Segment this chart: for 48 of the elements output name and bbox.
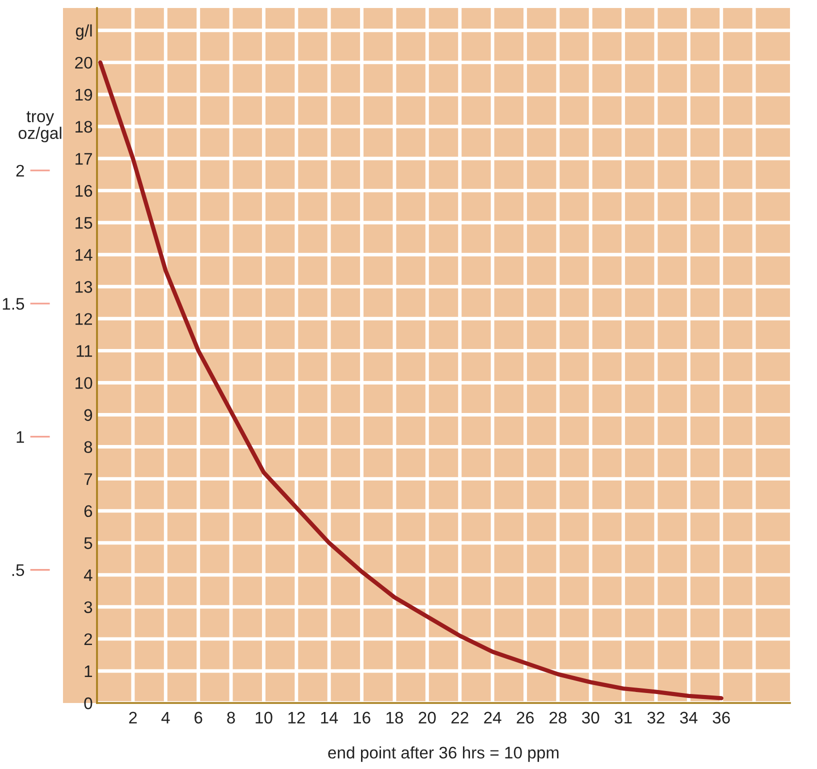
y-tick-label: 16 (76, 184, 92, 197)
x-tick-label: 16 (354, 712, 370, 724)
y-tick-label: 6 (84, 505, 92, 518)
x-tick-label: 10 (256, 712, 272, 724)
y-tick-label: 8 (84, 441, 92, 453)
y2-axis-title: troy oz/gal (18, 111, 62, 142)
y-tick-label: g/l (76, 24, 92, 40)
y-tick-label: 2 (84, 633, 92, 645)
y2-tick-label: .5 (12, 564, 24, 576)
y-tick-label: 13 (76, 281, 92, 293)
x-tick-label: 31 (614, 712, 632, 724)
x-tick-label: 12 (288, 712, 305, 724)
x-tick-label: 26 (516, 712, 534, 724)
y-tick-label: 11 (76, 345, 92, 357)
x-tick-label: 34 (680, 712, 698, 724)
y-tick-label: 10 (76, 377, 92, 389)
y-tick-label: 4 (84, 569, 92, 581)
y2-tick-label: 1 (16, 431, 24, 443)
x-tick-label: 28 (549, 712, 566, 724)
y-tick-label: 14 (76, 249, 92, 261)
y2-tick-label: 2 (16, 164, 24, 176)
y-tick-label: 19 (76, 88, 92, 101)
x-tick-label: 8 (227, 712, 235, 724)
y-tick-label: 15 (76, 217, 92, 229)
y-tick-label: 5 (84, 537, 92, 550)
x-tick-label: 30 (582, 712, 600, 724)
y-tick-label: 12 (76, 313, 92, 325)
y-tick-label: 1 (84, 666, 92, 678)
x-tick-label: 14 (321, 712, 338, 724)
x-tick-label: 32 (647, 712, 664, 724)
x-tick-label: 22 (451, 712, 468, 724)
x-tick-label: 4 (161, 712, 170, 724)
y-tick-label: 3 (84, 601, 92, 614)
y-tick-label: 17 (76, 153, 92, 165)
x-tick-label: 24 (484, 712, 502, 724)
x-tick-label: 36 (712, 712, 730, 724)
y2-tick-label: 1.5 (2, 298, 24, 310)
x-tick-label: 2 (129, 712, 137, 724)
y-tick-label: 18 (76, 120, 92, 133)
y-tick-label: 20 (75, 56, 92, 69)
x-tick-label: 20 (418, 712, 436, 724)
y-tick-label: 0 (84, 697, 92, 710)
y-tick-label: 7 (84, 473, 92, 485)
line-series (98, 60, 724, 700)
x-tick-label: 18 (386, 712, 404, 724)
x-axis-title: end point after 36 hrs = 10 ppm (328, 746, 558, 762)
x-tick-label: 6 (194, 712, 202, 724)
y-tick-label: 9 (84, 409, 92, 421)
